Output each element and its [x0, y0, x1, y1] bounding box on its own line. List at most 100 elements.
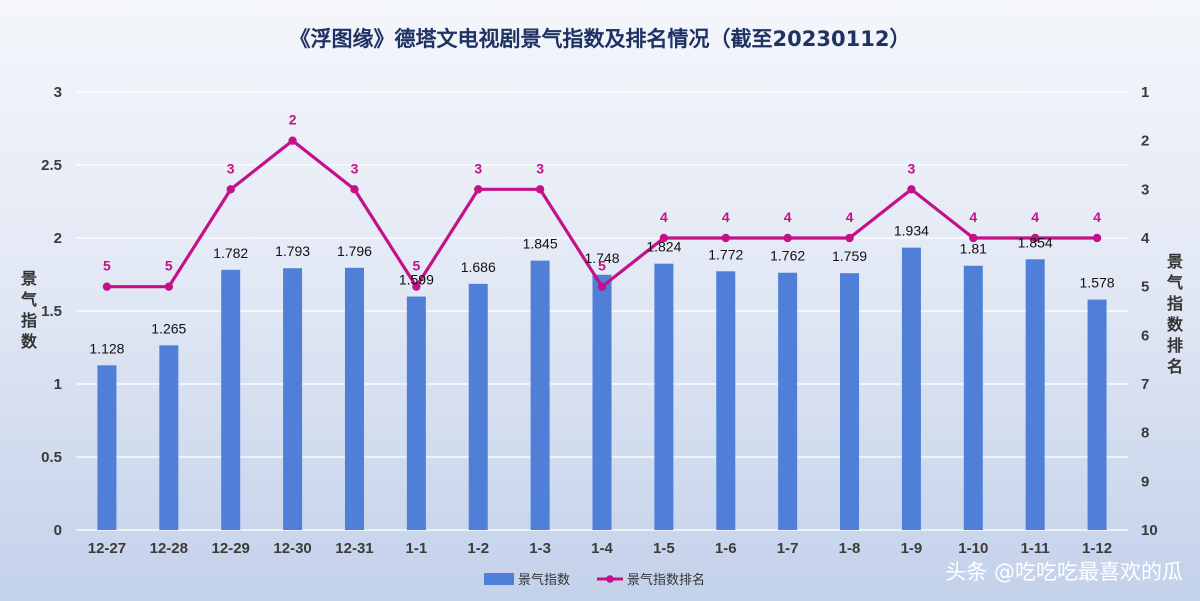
rank-value-label: 4 [660, 209, 668, 225]
watermark-text: 头条 @吃吃吃最喜欢的瓜 [945, 560, 1183, 584]
rank-point [659, 233, 669, 243]
x-tick-label: 12-29 [212, 540, 250, 557]
bar [344, 267, 364, 530]
rank-value-label: 5 [598, 258, 606, 274]
y-tick-label: 2 [54, 230, 62, 247]
axis-title-char: 气 [1166, 273, 1183, 292]
x-tick-label: 12-30 [273, 540, 311, 557]
bar-value-label: 1.845 [523, 236, 558, 252]
x-tick-label: 1-9 [901, 540, 923, 557]
rank-point [412, 282, 421, 291]
rank-point [102, 282, 112, 291]
bar-value-label: 1.599 [399, 272, 434, 288]
axis-title-char: 名 [1167, 357, 1183, 376]
bar-value-label: 1.772 [708, 246, 743, 262]
y2-tick-label: 8 [1141, 425, 1149, 442]
y-tick-label: 1.5 [41, 303, 62, 320]
bar [778, 272, 798, 530]
bar-value-label: 1.578 [1080, 275, 1115, 291]
y2-tick-label: 4 [1141, 230, 1150, 247]
x-tick-label: 1-4 [591, 540, 613, 557]
bar [97, 365, 117, 530]
bar-value-label: 1.854 [1018, 234, 1053, 250]
x-tick-label: 12-27 [88, 540, 126, 557]
y2-tick-label: 1 [1141, 84, 1149, 101]
bar [221, 269, 241, 530]
bar-value-label: 1.759 [832, 248, 867, 264]
bar-value-label: 1.128 [89, 340, 124, 356]
bar [963, 265, 983, 530]
bar-value-label: 1.265 [151, 320, 186, 336]
rank-point [907, 185, 916, 194]
bar-value-label: 1.81 [960, 241, 987, 257]
bar [901, 247, 921, 531]
legend-bar-label: 景气指数 [518, 572, 570, 588]
y2-tick-label: 7 [1141, 376, 1149, 393]
legend-line-label: 景气指数排名 [627, 572, 705, 588]
x-tick-label: 1-3 [529, 540, 551, 557]
x-tick-label: 1-12 [1082, 540, 1112, 557]
bar [283, 268, 303, 530]
rank-point [350, 185, 359, 194]
legend-bar-swatch [484, 573, 514, 585]
bar-value-label: 1.934 [894, 223, 929, 239]
rank-value-label: 5 [412, 258, 420, 274]
y-tick-label: 0.5 [41, 449, 62, 466]
axis-title-char: 数 [1167, 315, 1184, 334]
axis-title-char: 景 [1167, 252, 1183, 271]
chart-title: 《浮图缘》德塔文电视剧景气指数及排名情况（截至20230112） [290, 27, 911, 51]
rank-point [226, 185, 235, 194]
bar-series [97, 247, 1107, 531]
rank-point [597, 282, 607, 291]
x-tick-label: 12-31 [335, 540, 373, 557]
rank-value-label: 4 [846, 209, 854, 225]
axis-title-char: 数 [21, 332, 38, 351]
y2-tick-label: 10 [1141, 522, 1158, 539]
y-axis-title: 景气指数 [20, 269, 38, 351]
y2-tick-label: 6 [1141, 327, 1149, 344]
bar [716, 271, 736, 530]
bar [530, 260, 550, 530]
bar-value-label: 1.748 [584, 250, 619, 266]
y2-tick-label: 2 [1141, 133, 1149, 150]
rank-value-label: 3 [351, 160, 359, 176]
x-tick-label: 1-2 [467, 540, 489, 557]
axis-title-char: 指 [1167, 294, 1183, 313]
rank-point [288, 136, 297, 145]
x-tick-label: 1-10 [958, 540, 988, 557]
y-tick-label: 2.5 [41, 157, 62, 174]
rank-point [1092, 233, 1102, 243]
legend: 景气指数 景气指数排名 [484, 572, 705, 588]
x-tick-label: 1-5 [653, 540, 675, 557]
axis-title-char: 指 [21, 311, 37, 330]
rank-point [474, 185, 483, 194]
rank-point [969, 233, 978, 243]
y2-tick-label: 9 [1141, 473, 1149, 490]
x-tick-label: 12-28 [150, 540, 188, 557]
bar-value-label: 1.793 [275, 243, 310, 259]
x-tick-label: 1-8 [839, 540, 861, 557]
rank-point [783, 233, 792, 243]
legend-line-marker [606, 575, 614, 583]
rank-value-label: 4 [969, 209, 977, 225]
bar [654, 263, 674, 530]
bar-value-label: 1.686 [461, 259, 496, 275]
axes: 0 0.5 1 1.5 2 2.5 3 1 2 3 4 5 6 7 8 9 10 12-27 12-28 12-29 1… [20, 84, 1184, 557]
bar-value-label: 1.824 [646, 239, 681, 255]
rank-point [164, 282, 174, 291]
bar [468, 283, 488, 530]
rank-value-label: 4 [1031, 209, 1039, 225]
bar-value-label: 1.782 [213, 245, 248, 261]
line-series [102, 136, 1102, 291]
rank-value-label: 4 [722, 209, 730, 225]
bar [406, 296, 426, 530]
rank-point [1030, 233, 1040, 243]
rank-value-label: 2 [289, 112, 297, 128]
axis-title-char: 排 [1167, 336, 1183, 355]
bar-value-label: 1.762 [770, 248, 805, 264]
bar [1025, 259, 1045, 530]
x-tick-label: 1-1 [406, 540, 428, 557]
rank-value-label: 3 [227, 160, 235, 176]
